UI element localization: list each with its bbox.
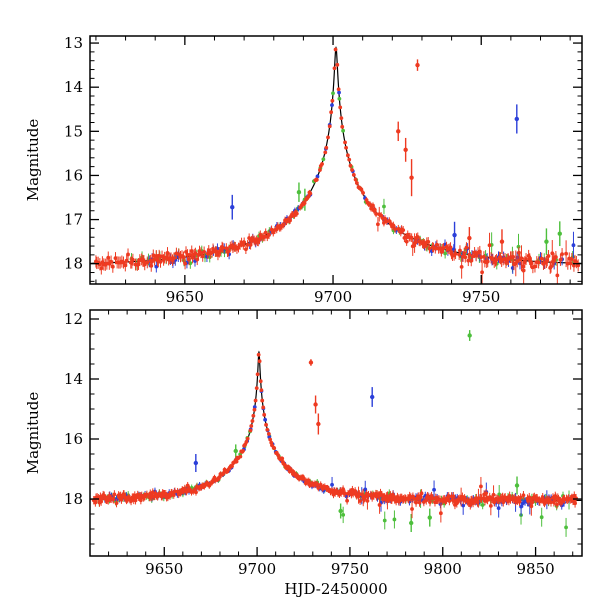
- y-tick-label: 12: [64, 310, 83, 328]
- x-tick-label: 9850: [516, 560, 554, 578]
- series-survey-blue: [147, 90, 576, 274]
- y-axis-label-bottom: Magnitude: [24, 392, 42, 475]
- model-curve: [90, 46, 582, 264]
- panel-top-data: [90, 46, 582, 284]
- y-tick-label: 16: [64, 166, 83, 184]
- y-tick-label: 14: [64, 78, 83, 96]
- x-tick-label: 9700: [314, 288, 352, 306]
- x-tick-label: 9650: [166, 288, 204, 306]
- series-survey-green: [97, 330, 576, 537]
- x-tick-label: 9750: [331, 560, 369, 578]
- y-tick-label: 18: [64, 490, 83, 508]
- x-tick-label: 9800: [424, 560, 462, 578]
- x-axis-label: HJD-2450000: [284, 580, 387, 598]
- y-tick-label: 14: [64, 370, 83, 388]
- axes-bottom: 9650 9700 9750 9800 9850 12 14 16 18 Magnitude HJD…: [24, 310, 582, 598]
- x-tick-label: 9700: [238, 560, 276, 578]
- y-tick-label: 18: [64, 255, 83, 273]
- axes-top: 9650 9700 9750 13 14 15 16 17 18 Magnitude: [24, 34, 582, 306]
- series-survey-green: [129, 91, 575, 273]
- axis-box-bottom: [89, 309, 583, 557]
- series-survey-red: [91, 352, 578, 523]
- y-axis-label-top: Magnitude: [24, 119, 42, 202]
- x-tick-label: 9650: [145, 560, 183, 578]
- x-tick-label: 9750: [462, 288, 500, 306]
- series-survey-red: [94, 47, 581, 284]
- y-tick-label: 16: [64, 430, 83, 448]
- y-tick-label: 15: [64, 122, 83, 140]
- y-tick-label: 13: [64, 34, 83, 52]
- axis-box-top: [89, 35, 583, 285]
- model-curve: [90, 350, 582, 501]
- panel-bottom-data: [90, 330, 582, 537]
- y-tick-label: 17: [64, 211, 83, 229]
